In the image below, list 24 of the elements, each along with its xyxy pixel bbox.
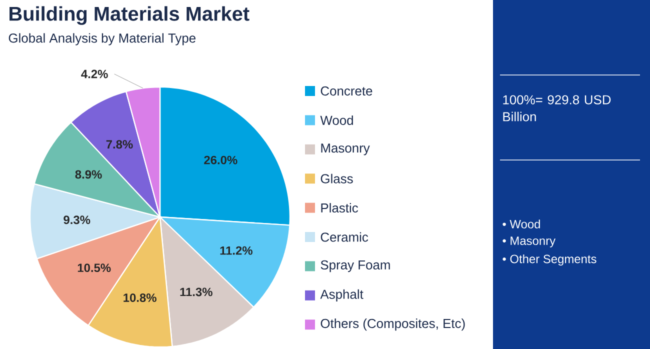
- legend-label: Concrete: [320, 86, 372, 96]
- legend-label: Plastic: [321, 203, 358, 213]
- data-label: 8.9%: [75, 170, 102, 179]
- legend-label: Spray Foam: [320, 260, 390, 272]
- text: • Wood: [502, 220, 540, 228]
- data-label: 26.0%: [204, 156, 238, 164]
- legend-label: Wood: [320, 115, 353, 125]
- data-label: 7.8%: [106, 140, 133, 149]
- legend-label: Ceramic: [320, 232, 368, 242]
- data-label: 9.3%: [64, 216, 90, 224]
- data-label: 4.2%: [81, 70, 108, 78]
- data-label: 11.3%: [180, 288, 212, 296]
- text: 100%= 929.8 USD Billion: [503, 95, 611, 122]
- chart-title: Building Materials Market: [10, 6, 250, 25]
- data-label: 10.8%: [124, 293, 156, 302]
- data-label: 10.5%: [78, 264, 111, 272]
- text: • Masonry: [502, 236, 556, 248]
- data-label: 11.2%: [220, 246, 252, 255]
- legend-label: Masonry: [321, 144, 370, 156]
- legend-label: Asphalt: [320, 289, 364, 302]
- text: • Other Segments: [502, 254, 596, 266]
- legend-label: Glass: [320, 174, 353, 184]
- legend-label: Others (Composites, Etc): [320, 318, 465, 331]
- chart-subtitle: Global Analysis by Material Type: [8, 33, 196, 46]
